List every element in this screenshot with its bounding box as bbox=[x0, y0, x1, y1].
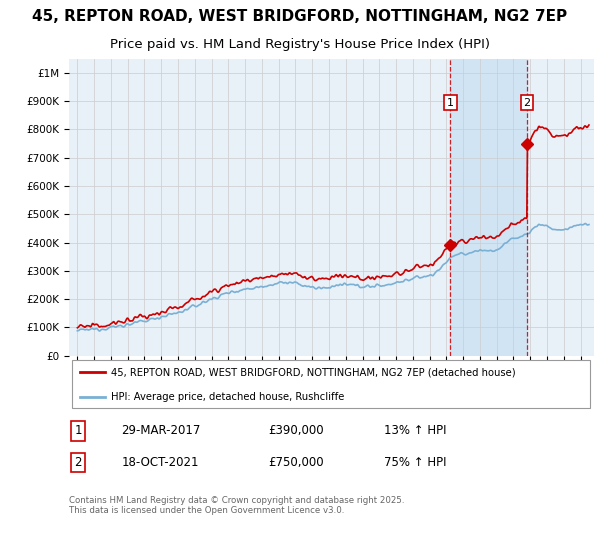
Text: 29-MAR-2017: 29-MAR-2017 bbox=[121, 424, 201, 437]
Text: 18-OCT-2021: 18-OCT-2021 bbox=[121, 456, 199, 469]
Text: £750,000: £750,000 bbox=[269, 456, 324, 469]
Text: 45, REPTON ROAD, WEST BRIDGFORD, NOTTINGHAM, NG2 7EP: 45, REPTON ROAD, WEST BRIDGFORD, NOTTING… bbox=[32, 9, 568, 24]
Text: 2: 2 bbox=[74, 456, 82, 469]
Bar bbox=[451, 59, 527, 356]
Text: HPI: Average price, detached house, Rushcliffe: HPI: Average price, detached house, Rush… bbox=[111, 391, 344, 402]
Text: 75% ↑ HPI: 75% ↑ HPI bbox=[384, 456, 446, 469]
Text: 45, REPTON ROAD, WEST BRIDGFORD, NOTTINGHAM, NG2 7EP (detached house): 45, REPTON ROAD, WEST BRIDGFORD, NOTTING… bbox=[111, 367, 515, 377]
Text: 1: 1 bbox=[74, 424, 82, 437]
FancyBboxPatch shape bbox=[71, 361, 590, 408]
Text: 13% ↑ HPI: 13% ↑ HPI bbox=[384, 424, 446, 437]
Text: 1: 1 bbox=[447, 97, 454, 108]
Text: 2: 2 bbox=[523, 97, 530, 108]
Text: Price paid vs. HM Land Registry's House Price Index (HPI): Price paid vs. HM Land Registry's House … bbox=[110, 38, 490, 51]
Text: £390,000: £390,000 bbox=[269, 424, 324, 437]
Text: Contains HM Land Registry data © Crown copyright and database right 2025.
This d: Contains HM Land Registry data © Crown c… bbox=[69, 496, 404, 515]
